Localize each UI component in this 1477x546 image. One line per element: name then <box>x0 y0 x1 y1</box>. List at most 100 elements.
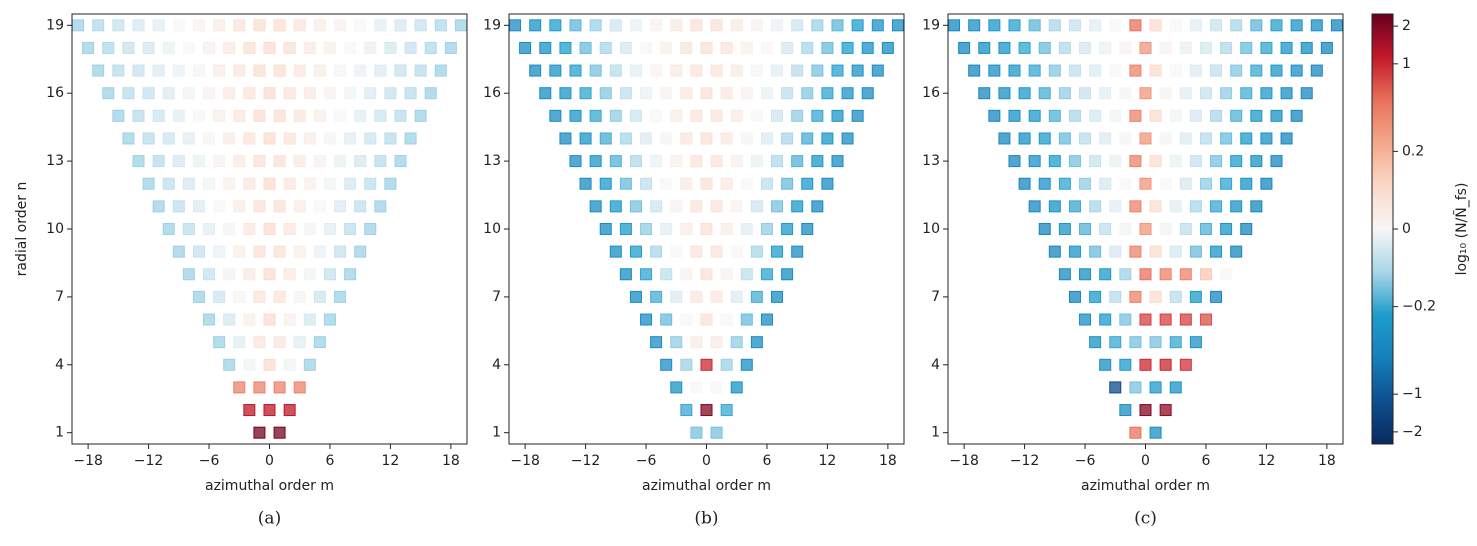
colorbar-strip <box>1372 22 1393 24</box>
mode-cell <box>791 245 804 258</box>
mode-cell <box>700 87 713 100</box>
mode-cell <box>650 64 663 77</box>
mode-cell <box>283 132 296 145</box>
mode-cell <box>92 19 105 32</box>
mode-cell <box>152 155 165 168</box>
colorbar-strip <box>1372 181 1393 183</box>
mode-cell <box>1089 200 1102 213</box>
colorbar-strip <box>1372 370 1393 372</box>
mode-cell <box>851 109 864 122</box>
mode-cell <box>112 19 125 32</box>
mode-cell <box>710 19 723 32</box>
colorbar-strip <box>1372 426 1393 428</box>
mode-cell <box>791 109 804 122</box>
mode-cell <box>720 41 733 54</box>
x-tick-label: 18 <box>442 453 460 469</box>
mode-cell <box>112 64 125 77</box>
colorbar-strip <box>1372 227 1393 229</box>
mode-cell <box>1048 200 1061 213</box>
x-axis-label: azimuthal order m <box>205 478 334 494</box>
y-tick-label: 16 <box>922 85 940 101</box>
mode-cell <box>1099 87 1112 100</box>
mode-cell <box>1189 336 1202 349</box>
mode-cell <box>1099 132 1112 145</box>
colorbar-strip <box>1372 317 1393 319</box>
mode-cell <box>1159 313 1172 326</box>
mode-cell <box>223 177 236 190</box>
colorbar-strip <box>1372 279 1393 281</box>
colorbar-strip <box>1372 361 1393 363</box>
mode-cell <box>1169 336 1182 349</box>
x-tick-label: 6 <box>1201 453 1210 469</box>
colorbar-strip <box>1372 253 1393 255</box>
colorbar-strip <box>1372 375 1393 377</box>
colorbar-strip <box>1372 254 1393 256</box>
mode-cell <box>599 87 612 100</box>
mode-cell <box>1028 109 1041 122</box>
mode-cell <box>1179 358 1192 371</box>
mode-cell <box>1189 64 1202 77</box>
colorbar-strip <box>1372 424 1393 426</box>
mode-cell <box>1068 19 1081 32</box>
mode-cell <box>831 155 844 168</box>
colorbar-strip <box>1372 398 1393 400</box>
mode-cell <box>344 223 357 235</box>
colorbar-strip <box>1372 295 1393 297</box>
mode-cell <box>680 358 693 371</box>
mode-cell <box>1028 200 1041 213</box>
x-axis-label: azimuthal order m <box>1081 478 1210 494</box>
mode-cell <box>781 223 794 235</box>
colorbar-strip <box>1372 337 1393 339</box>
mode-cell <box>589 155 602 168</box>
colorbar-strip <box>1372 360 1393 362</box>
colorbar-strip <box>1372 138 1393 140</box>
mode-cell <box>1109 290 1122 303</box>
mode-cell <box>589 19 602 32</box>
y-tick-label: 10 <box>483 221 501 237</box>
x-tick-label: 6 <box>325 453 334 469</box>
colorbar-strip <box>1372 213 1393 215</box>
mode-cell <box>1270 19 1283 32</box>
mode-cell <box>233 64 246 77</box>
colorbar-tick-label: 1 <box>1402 56 1411 72</box>
colorbar-strip <box>1372 98 1393 100</box>
colorbar-strip <box>1372 410 1393 412</box>
mode-cell <box>1008 155 1021 168</box>
mode-cell <box>273 245 286 258</box>
mode-cell <box>1270 155 1283 168</box>
colorbar-strip <box>1372 437 1393 439</box>
mode-cell <box>821 41 834 54</box>
mode-cell <box>334 64 347 77</box>
colorbar-strip <box>1372 367 1393 369</box>
colorbar-strip <box>1372 245 1393 247</box>
colorbar-strip <box>1372 125 1393 127</box>
colorbar-strip <box>1372 319 1393 321</box>
mode-cell <box>1149 381 1162 394</box>
mode-cell <box>1159 41 1172 54</box>
colorbar-strip <box>1372 391 1393 393</box>
mode-cell <box>750 290 763 303</box>
panel-label: (c) <box>1134 509 1157 529</box>
mode-cell <box>243 177 256 190</box>
mode-cell <box>374 155 387 168</box>
y-tick-label: 4 <box>492 357 501 373</box>
colorbar-strip <box>1372 34 1393 36</box>
colorbar-strip <box>1372 390 1393 392</box>
mode-cell <box>1169 200 1182 213</box>
mode-cell <box>213 290 226 303</box>
mode-cell <box>1089 64 1102 77</box>
mode-cell <box>263 87 276 100</box>
mode-cell <box>640 223 653 235</box>
mode-cell <box>670 200 683 213</box>
colorbar-strip <box>1372 128 1393 130</box>
colorbar-strip <box>1372 151 1393 153</box>
mode-cell <box>1079 132 1092 145</box>
mode-cell <box>650 336 663 349</box>
mode-cell <box>192 155 205 168</box>
mode-cell <box>559 132 572 145</box>
colorbar-strip <box>1372 126 1393 128</box>
colorbar-strip <box>1372 278 1393 280</box>
mode-cell <box>283 177 296 190</box>
colorbar-strip <box>1372 374 1393 376</box>
mode-cell <box>334 109 347 122</box>
